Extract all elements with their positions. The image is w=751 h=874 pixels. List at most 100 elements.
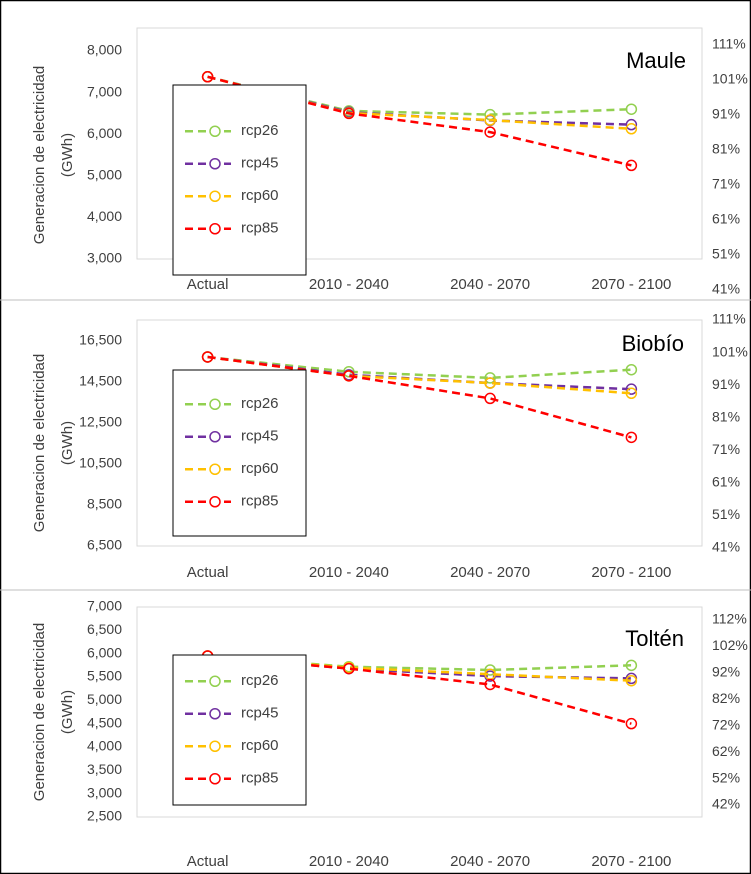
legend-label: rcp26 — [241, 395, 279, 412]
y-tick-label: 16,500 — [79, 332, 122, 348]
x-tick-label: 2070 - 2100 — [591, 276, 671, 293]
x-tick-label: Actual — [187, 276, 229, 293]
legend-label: rcp85 — [241, 770, 279, 787]
data-point — [484, 664, 496, 676]
data-point — [625, 383, 638, 395]
chart-title: Toltén — [625, 626, 684, 651]
y-axis-title: (GWh) — [59, 133, 76, 177]
legend-label: rcp26 — [241, 122, 279, 139]
y2-tick-label: 62% — [712, 743, 740, 759]
legend-marker — [209, 431, 221, 443]
data-point — [625, 659, 638, 672]
x-tick-label: Actual — [187, 564, 229, 581]
data-point — [625, 363, 638, 376]
y2-tick-label: 91% — [712, 376, 740, 392]
data-point — [625, 431, 638, 444]
data-point — [343, 366, 355, 378]
data-point — [484, 114, 496, 126]
y-tick-label: 6,500 — [87, 621, 122, 637]
y2-tick-label: 82% — [712, 690, 740, 706]
y2-tick-label: 41% — [712, 281, 740, 297]
legend-box — [172, 369, 307, 537]
y2-tick-label: 92% — [712, 664, 740, 680]
legend-label: rcp45 — [241, 428, 279, 445]
chart-title: Biobío — [622, 331, 684, 356]
data-point — [484, 392, 496, 405]
x-tick-label: 2070 - 2100 — [591, 564, 671, 581]
y-tick-label: 2,500 — [87, 808, 122, 824]
y2-tick-label: 91% — [712, 106, 740, 122]
data-point — [625, 103, 638, 115]
legend-box — [172, 654, 307, 806]
y2-tick-label: 42% — [712, 796, 740, 812]
y2-tick-label: 51% — [712, 246, 740, 262]
y2-tick-label: 81% — [712, 408, 740, 424]
legend-marker — [209, 708, 221, 720]
y-axis-title: Generacion de electricidad — [31, 623, 48, 801]
legend-label: rcp60 — [241, 737, 279, 754]
y-tick-label: 5,000 — [87, 167, 122, 183]
data-point — [484, 377, 496, 389]
y-axis-title: (GWh) — [59, 421, 76, 465]
chart-title: Maule — [626, 48, 686, 73]
x-tick-label: 2040 - 2070 — [450, 564, 530, 581]
data-point — [484, 126, 496, 138]
data-point — [484, 678, 496, 691]
series-line — [207, 355, 632, 380]
y2-tick-label: 112% — [712, 611, 747, 627]
legend-marker — [209, 158, 221, 170]
x-tick-label: 2040 - 2070 — [450, 853, 530, 870]
y-tick-label: 5,500 — [87, 668, 122, 684]
plot-area — [136, 319, 703, 547]
y2-tick-label: 41% — [712, 539, 740, 555]
y-tick-label: 8,500 — [87, 496, 122, 512]
y2-tick-label: 102% — [712, 637, 748, 653]
y2-tick-label: 111% — [712, 311, 746, 327]
data-point — [625, 118, 638, 131]
data-point — [625, 387, 638, 400]
y2-tick-label: 61% — [712, 474, 740, 490]
x-tick-label: 2010 - 2040 — [309, 276, 389, 293]
y2-tick-label: 101% — [712, 343, 748, 359]
legend-marker — [209, 773, 221, 785]
y-tick-label: 3,000 — [87, 784, 122, 800]
data-point — [201, 71, 214, 83]
y-tick-label: 6,000 — [87, 125, 122, 141]
y2-tick-label: 72% — [712, 716, 740, 732]
y-tick-label: 12,500 — [79, 414, 122, 430]
y2-tick-label: 61% — [712, 211, 740, 227]
x-tick-label: 2070 - 2100 — [591, 853, 671, 870]
data-point — [343, 662, 355, 675]
x-tick-label: Actual — [187, 853, 229, 870]
x-tick-label: 2040 - 2070 — [450, 276, 530, 293]
legend-marker — [209, 223, 221, 235]
legend-marker — [209, 740, 221, 752]
y-axis-title: (GWh) — [59, 690, 76, 734]
legend-marker — [209, 463, 221, 475]
data-point — [625, 123, 638, 135]
y-tick-label: 4,000 — [87, 208, 122, 224]
legend-marker — [209, 675, 221, 687]
x-tick-label: 2010 - 2040 — [309, 853, 389, 870]
data-point — [484, 372, 496, 384]
legend-marker — [209, 190, 221, 202]
data-point — [625, 717, 638, 730]
y-tick-label: 4,000 — [87, 738, 122, 754]
y2-tick-label: 51% — [712, 506, 740, 522]
legend-label: rcp85 — [241, 220, 279, 237]
data-point — [201, 351, 214, 363]
legend-marker — [209, 496, 221, 508]
y2-tick-label: 71% — [712, 176, 740, 192]
data-point — [343, 370, 355, 382]
legend-marker — [209, 125, 221, 137]
legend-label: rcp60 — [241, 187, 279, 204]
data-point — [625, 159, 638, 172]
y-tick-label: 4,500 — [87, 714, 122, 730]
y2-tick-label: 101% — [712, 71, 748, 87]
y2-tick-label: 81% — [712, 141, 740, 157]
y-tick-label: 7,000 — [87, 598, 122, 614]
y-tick-label: 6,000 — [87, 644, 122, 660]
x-tick-label: 2010 - 2040 — [309, 564, 389, 581]
y-tick-label: 5,000 — [87, 691, 122, 707]
data-point — [343, 107, 355, 120]
